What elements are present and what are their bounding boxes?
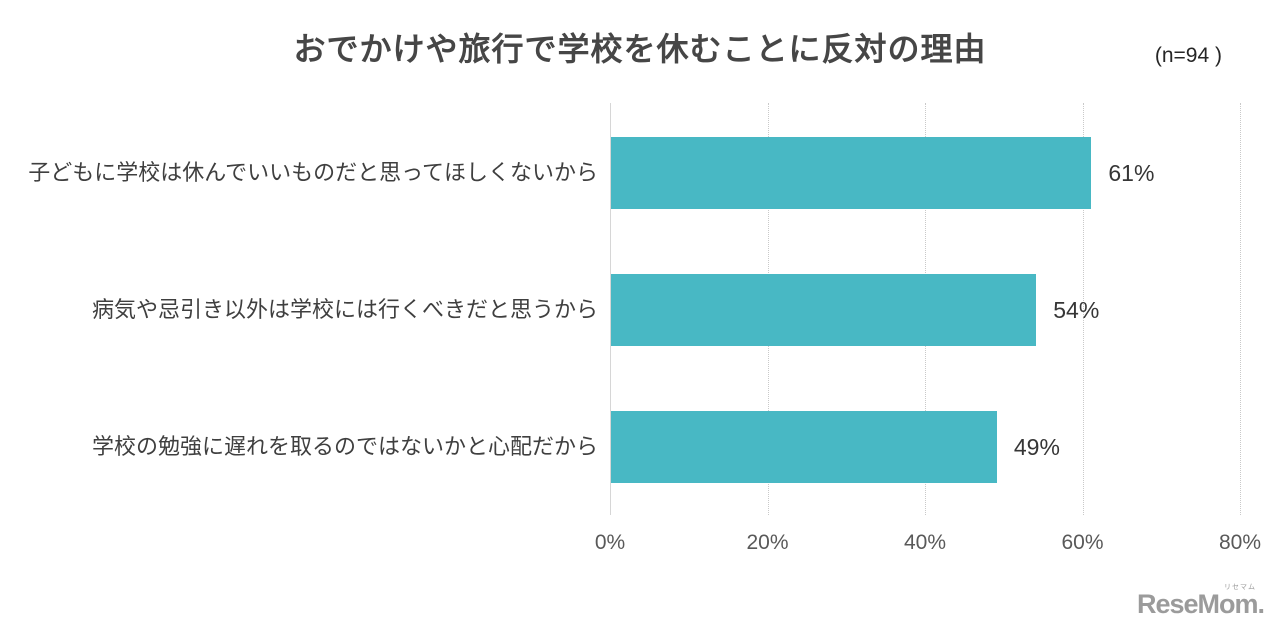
logo-wordmark: ReseMom.: [1136, 589, 1265, 619]
x-tick-label: 0%: [594, 531, 626, 554]
bar: [611, 411, 997, 483]
bar-value-label: 61%: [1108, 160, 1155, 186]
grid-line: [1240, 103, 1241, 515]
bar: [611, 137, 1092, 209]
category-label: 病気や忌引き以外は学校には行くべきだと思うから: [91, 297, 598, 322]
bar-value-label: 49%: [1013, 434, 1060, 460]
y-axis-line: [610, 103, 611, 515]
x-tick-label: 60%: [1061, 531, 1104, 554]
x-tick-label: 80%: [1218, 531, 1262, 554]
chart-title: おでかけや旅行で学校を休むことに反対の理由: [293, 31, 987, 67]
x-tick-label: 40%: [903, 531, 947, 554]
grid-line: [1082, 103, 1084, 515]
sample-size-label: (n=94 ): [1154, 44, 1222, 67]
bar: [611, 274, 1037, 346]
category-label: 学校の勉強に遅れを取るのではないかと心配だから: [91, 434, 598, 459]
x-tick-label: 20%: [746, 531, 789, 554]
category-label: 子どもに学校は休んでいいものだと思ってほしくないから: [28, 160, 598, 185]
logo-ruby-text: リセマム: [1224, 584, 1256, 591]
resemom-logo: リセマム ReseMom.: [1136, 584, 1265, 619]
bar-value-label: 54%: [1053, 297, 1100, 323]
